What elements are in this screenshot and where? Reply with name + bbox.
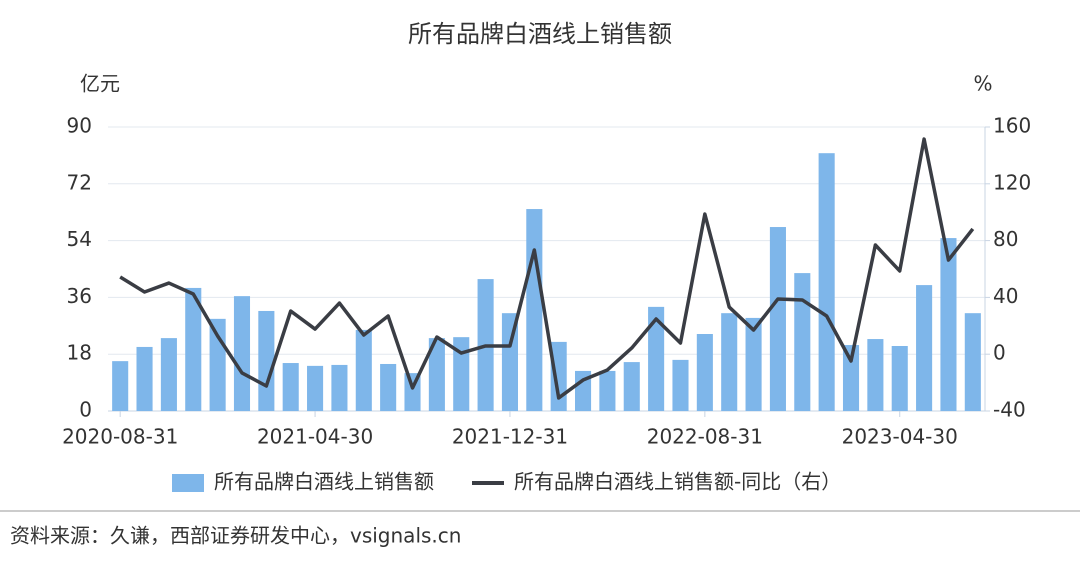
legend-label: 所有品牌白酒线上销售额: [214, 470, 434, 494]
y-tick-label: 36: [67, 284, 92, 308]
bar: [160, 338, 177, 411]
bar: [818, 153, 835, 412]
x-tick-label: 2021-12-31: [452, 425, 568, 449]
bar: [940, 238, 957, 411]
bar: [501, 313, 518, 411]
chart-title: 所有品牌白酒线上销售额: [408, 20, 672, 48]
legend-swatch: [172, 474, 204, 492]
bar: [672, 359, 689, 411]
y2-tick-label: 0: [993, 341, 1006, 365]
y-tick-label: 0: [79, 398, 92, 422]
source: 资料来源：久谦，西部证券研发中心，vsignals.cn: [10, 524, 461, 548]
y2-tick-label: 40: [993, 284, 1018, 308]
y2-tick-label: 120: [993, 170, 1031, 194]
y-axis-label: 亿元: [80, 72, 120, 96]
x-tick-label: 2021-04-30: [257, 425, 373, 449]
y2-tick-label: -40: [993, 398, 1026, 422]
y-tick-label: 90: [67, 114, 92, 138]
x-tick-label: 2023-04-30: [842, 425, 958, 449]
bar: [307, 365, 324, 411]
bar: [964, 313, 981, 411]
bar: [891, 345, 908, 411]
bar: [355, 329, 372, 411]
bar: [867, 339, 884, 411]
y-tick-label: 18: [67, 341, 92, 365]
x-tick-label: 2022-08-31: [647, 425, 763, 449]
bar: [526, 209, 543, 411]
bar: [648, 306, 665, 411]
bar: [916, 285, 933, 411]
y-tick-label: 72: [67, 170, 92, 194]
bar: [623, 362, 640, 411]
bar: [453, 337, 470, 411]
bar: [599, 370, 616, 411]
bar: [282, 363, 299, 411]
bar: [721, 313, 738, 411]
y-tick-label: 54: [67, 227, 92, 251]
legend-label: 所有品牌白酒线上销售额-同比（右）: [514, 470, 841, 494]
bar: [112, 361, 129, 411]
y2-tick-label: 80: [993, 227, 1018, 251]
bar: [136, 346, 153, 411]
x-tick-label: 2020-08-31: [62, 425, 178, 449]
bar: [745, 317, 762, 411]
bar: [258, 310, 275, 411]
bar: [185, 287, 202, 411]
bar: [331, 364, 348, 411]
bar: [842, 345, 860, 411]
line: [119, 137, 975, 400]
bar: [233, 296, 251, 411]
bar: [550, 341, 567, 411]
y2-axis-label: %: [973, 72, 992, 96]
bar: [769, 227, 786, 411]
bar: [696, 334, 713, 411]
bar: [794, 273, 811, 411]
bar: [428, 338, 445, 411]
bar: [380, 363, 397, 411]
y2-tick-label: 160: [993, 114, 1031, 138]
